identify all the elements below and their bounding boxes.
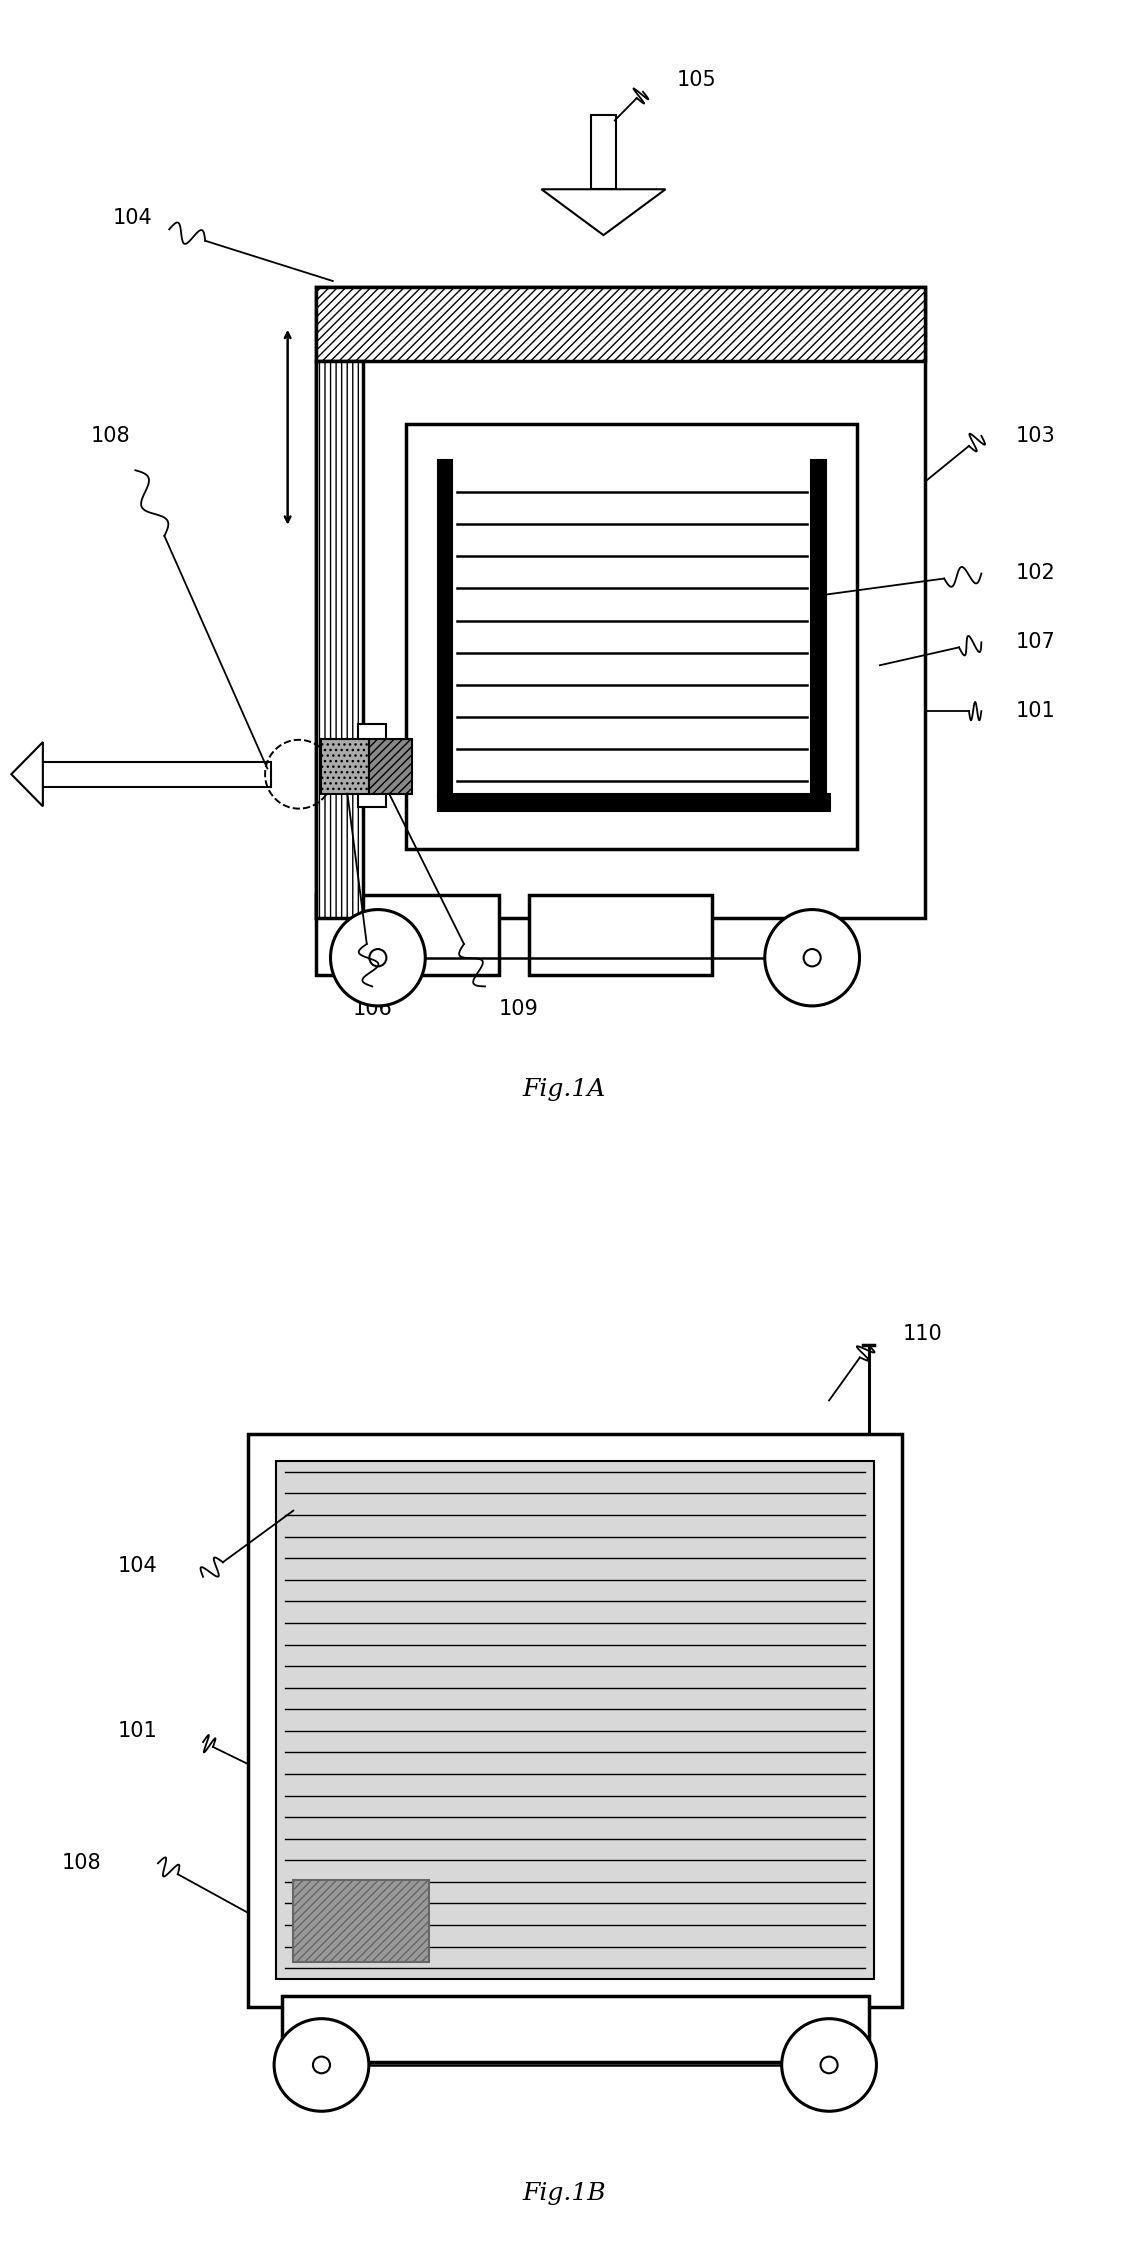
Circle shape bbox=[782, 2020, 876, 2112]
Text: 108: 108 bbox=[62, 1853, 102, 1873]
Circle shape bbox=[820, 2056, 838, 2074]
Text: 105: 105 bbox=[677, 70, 716, 90]
Text: 101: 101 bbox=[1015, 702, 1055, 722]
Bar bbox=[248, 1433, 902, 2006]
Text: 110: 110 bbox=[902, 1325, 942, 1345]
Bar bbox=[406, 425, 857, 848]
Bar bbox=[39, 762, 271, 787]
Bar bbox=[282, 1995, 869, 2062]
Circle shape bbox=[312, 2056, 331, 2074]
Text: 108: 108 bbox=[90, 425, 130, 445]
Bar bbox=[316, 286, 925, 362]
Polygon shape bbox=[541, 189, 666, 236]
Polygon shape bbox=[11, 742, 43, 807]
Text: 101: 101 bbox=[118, 1720, 158, 1741]
Bar bbox=[438, 794, 830, 812]
Text: 107: 107 bbox=[1015, 632, 1055, 652]
Bar bbox=[811, 461, 826, 796]
Bar bbox=[321, 738, 369, 794]
Circle shape bbox=[765, 909, 860, 1005]
Text: 102: 102 bbox=[1015, 564, 1055, 582]
Bar bbox=[358, 724, 386, 807]
Text: 109: 109 bbox=[499, 999, 539, 1019]
Bar bbox=[293, 1880, 429, 1963]
Text: 103: 103 bbox=[1015, 425, 1055, 445]
Bar bbox=[316, 286, 925, 918]
Bar bbox=[316, 362, 363, 918]
Text: Fig.1A: Fig.1A bbox=[522, 1077, 606, 1102]
Bar bbox=[529, 895, 712, 976]
Bar bbox=[369, 738, 412, 794]
Bar bbox=[316, 895, 499, 976]
Bar bbox=[438, 461, 452, 796]
Text: 104: 104 bbox=[118, 1556, 158, 1577]
Bar bbox=[276, 1462, 874, 1979]
Text: 104: 104 bbox=[113, 207, 152, 227]
Circle shape bbox=[274, 2020, 369, 2112]
Bar bbox=[591, 115, 616, 189]
Text: 106: 106 bbox=[352, 999, 393, 1019]
Text: Fig.1B: Fig.1B bbox=[522, 2182, 606, 2206]
Circle shape bbox=[369, 949, 387, 967]
Circle shape bbox=[331, 909, 425, 1005]
Circle shape bbox=[803, 949, 821, 967]
